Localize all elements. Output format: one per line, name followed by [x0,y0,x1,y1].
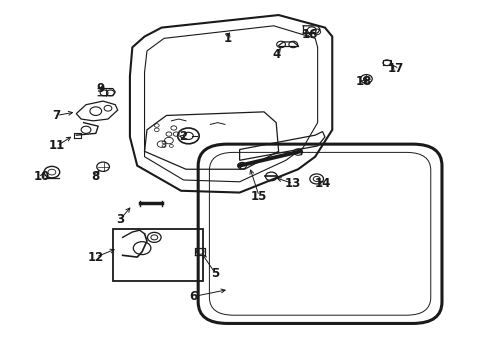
Text: 17: 17 [387,62,403,75]
Text: 10: 10 [34,170,50,183]
Text: 5: 5 [211,267,219,280]
Text: 11: 11 [48,139,65,152]
Text: 4: 4 [271,48,280,61]
Text: 18: 18 [355,75,371,88]
Text: 13: 13 [285,177,301,190]
Text: 2: 2 [179,130,187,144]
Text: 15: 15 [250,190,267,203]
Text: 8: 8 [91,170,100,183]
Text: 9: 9 [96,82,104,95]
Text: 3: 3 [116,213,124,226]
Text: 1: 1 [223,32,231,45]
Text: 6: 6 [189,290,197,303]
Text: 12: 12 [87,251,103,264]
Text: 14: 14 [314,177,330,190]
Bar [113,229,203,281]
Text: 16: 16 [302,28,318,41]
Text: 7: 7 [53,109,61,122]
